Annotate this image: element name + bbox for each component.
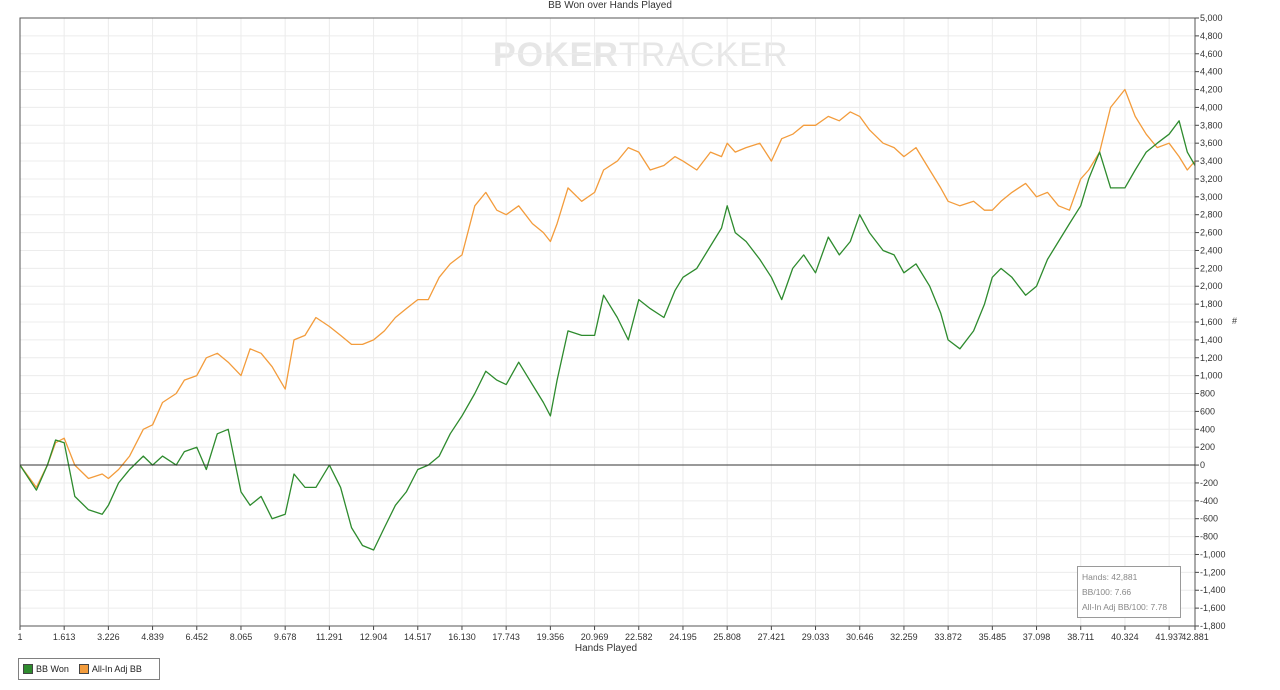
legend-label-allin-adj: All-In Adj BB [91, 664, 142, 674]
x-tick-label: 14,517 [404, 632, 432, 640]
x-tick-label: 30,646 [846, 632, 874, 640]
x-tick-label: 16,130 [448, 632, 476, 640]
y-tick-label: 1,200 [1200, 353, 1223, 363]
y-tick-label: 200 [1200, 442, 1215, 452]
x-tick-label: 33,872 [934, 632, 962, 640]
y-tick-label: 4,200 [1200, 85, 1223, 95]
y-axis-unit: # [1232, 316, 1238, 326]
y-tick-label: -1,000 [1200, 549, 1226, 559]
series-line-bb-won [19, 120, 1196, 551]
watermark-part2: TRACKER [618, 36, 789, 74]
plot-frame [19, 17, 1196, 627]
y-tick-label: -1,600 [1200, 603, 1226, 613]
x-tick-label: 1,613 [53, 632, 76, 640]
y-tick-label: 2,400 [1200, 245, 1223, 255]
y-tick-label: 1,600 [1200, 317, 1223, 327]
legend-swatch-bb-won [23, 664, 33, 674]
y-tick-label: 4,400 [1200, 67, 1223, 77]
x-tick-label: 4,839 [141, 632, 164, 640]
x-tick-label: 3,226 [97, 632, 120, 640]
y-tick-label: 2,800 [1200, 210, 1223, 220]
legend-item-bb-won[interactable]: BB Won [23, 664, 69, 674]
x-tick-label: 1 [17, 632, 22, 640]
y-tick-label: -600 [1200, 514, 1218, 524]
legend: BB Won All-In Adj BB [18, 658, 160, 680]
y-tick-label: 800 [1200, 389, 1215, 399]
legend-item-allin-adj[interactable]: All-In Adj BB [78, 664, 142, 674]
y-tick-label: 3,600 [1200, 138, 1223, 148]
y-tick-label: -800 [1200, 532, 1218, 542]
legend-label-bb-won: BB Won [36, 664, 69, 674]
y-tick-label: -400 [1200, 496, 1218, 506]
x-tick-label: 38,711 [1067, 632, 1094, 640]
y-tick-label: 4,000 [1200, 102, 1223, 112]
x-tick-label: 41,937 [1155, 632, 1183, 640]
x-axis-label: Hands Played [574, 643, 638, 654]
x-tick-label: 6,452 [186, 632, 209, 640]
x-tick-label: 24,195 [669, 632, 697, 640]
y-tick-label: 600 [1200, 406, 1215, 416]
pokertracker-watermark: POKERTRACKER [493, 36, 788, 75]
y-tick-label: 2,200 [1200, 263, 1223, 273]
stat-hands: Hands: 42,881 [1082, 572, 1138, 582]
chart-title: BB Won over Hands Played [548, 0, 672, 11]
y-tick-label: 1,400 [1200, 335, 1223, 345]
y-tick-label: 3,200 [1200, 174, 1223, 184]
series-layer [19, 88, 1196, 551]
x-tick-label: 32,259 [890, 632, 918, 640]
y-tick-label: 4,800 [1200, 31, 1223, 41]
x-tick-label: 12,904 [360, 632, 388, 640]
x-tick-label: 25,808 [713, 632, 741, 640]
x-tick-label: 11,291 [316, 632, 343, 640]
y-tick-label: -1,800 [1200, 621, 1226, 631]
x-tick-label: 22,582 [625, 632, 653, 640]
y-tick-label: 4,600 [1200, 49, 1223, 59]
bb-won-line-chart: 1 1,613 3,226 4,839 6,452 8,065 9,678 11,291 12,… [17, 13, 1226, 640]
x-tick-labels: 1 1,613 3,226 4,839 6,452 8,065 9,678 11,291 12,… [17, 632, 1208, 640]
x-tick-label: 19,356 [537, 632, 565, 640]
x-tick-label: 37,098 [1023, 632, 1051, 640]
x-tick-label: 29,033 [802, 632, 830, 640]
y-tick-label: 400 [1200, 424, 1215, 434]
stat-allin-bb100: All-In Adj BB/100: 7.78 [1082, 602, 1168, 612]
x-tick-label: 27,421 [758, 632, 786, 640]
y-tick-label: 2,000 [1200, 281, 1223, 291]
y-tick-label: 0 [1200, 460, 1205, 470]
y-tick-labels: 5,000 4,800 4,600 4,400 4,200 4,000 3,800 3,600… [1200, 13, 1226, 631]
y-tick-label: 3,400 [1200, 156, 1223, 166]
y-tick-label: 1,800 [1200, 299, 1223, 309]
x-tick-label: 8,065 [230, 632, 253, 640]
x-tick-label: 17,743 [492, 632, 520, 640]
series-line-allin-adj-bb [19, 88, 1196, 489]
x-tick-label: 40,324 [1111, 632, 1139, 640]
y-tick-label: 1,000 [1200, 371, 1223, 381]
x-tick-label: 35,485 [979, 632, 1007, 640]
x-tick-label: 42,881 [1181, 632, 1209, 640]
y-tick-label: -1,200 [1200, 567, 1226, 577]
x-tick-label: 9,678 [274, 632, 297, 640]
stat-bb100: BB/100: 7.66 [1082, 587, 1132, 597]
y-tick-label: 5,000 [1200, 13, 1223, 23]
y-tick-label: 2,600 [1200, 228, 1223, 238]
legend-swatch-allin-adj [78, 664, 89, 674]
x-tick-label: 20,969 [581, 632, 609, 640]
axes [19, 17, 1199, 630]
y-tick-label: 3,000 [1200, 192, 1223, 202]
watermark-part1: POKER [493, 36, 619, 74]
stats-box: Hands: 42,881 BB/100: 7.66 All-In Adj BB… [1077, 566, 1181, 618]
y-tick-label: -1,400 [1200, 585, 1226, 595]
grid-lines [19, 17, 1196, 627]
y-tick-label: 3,800 [1200, 120, 1223, 130]
y-tick-label: -200 [1200, 478, 1218, 488]
